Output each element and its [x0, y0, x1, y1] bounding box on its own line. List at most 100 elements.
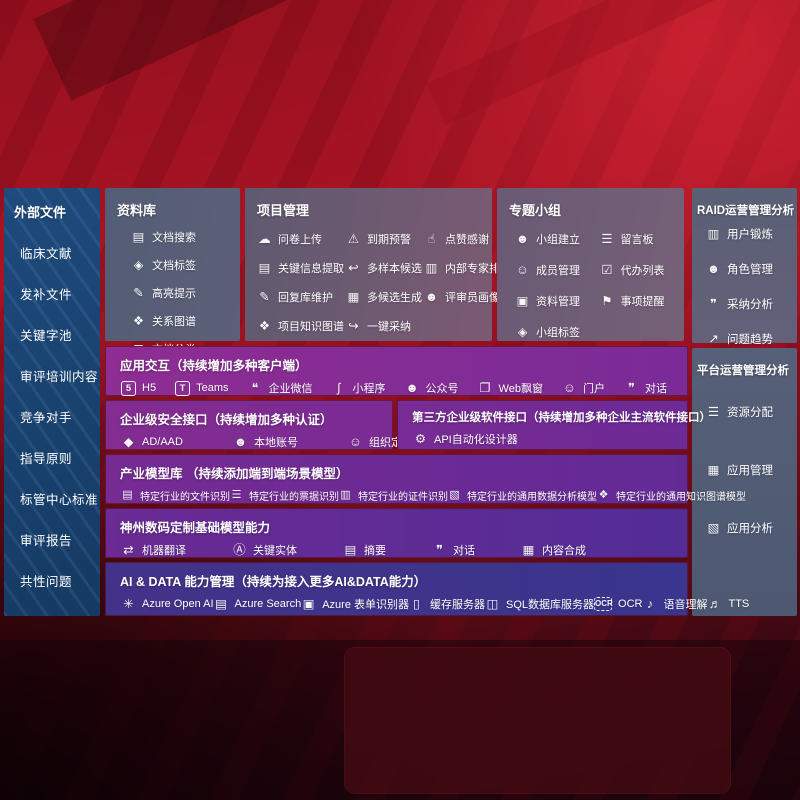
api-designer-icon: ⚙	[414, 431, 427, 446]
feature-item: ◈ 文档标签	[131, 257, 232, 273]
feature-item: ⚙ API自动化设计器	[413, 431, 518, 447]
feature-label: 回复库维护	[278, 292, 333, 304]
feature-label: 事项提醒	[620, 296, 665, 308]
feature-label: 门户	[582, 383, 605, 395]
feature-label: 多候选生成	[367, 292, 422, 304]
reminder-icon: ⚑	[601, 293, 613, 308]
base-model-row: 神州数码定制基础模型能力 ⇄ 机器翻译 Ⓐ 关键实体 ▤ 摘要 ❞ 对话 ▦ 内容合成	[105, 508, 688, 558]
key-info-extract-icon: ▤	[258, 260, 271, 275]
material-manage-icon: ▣	[516, 293, 529, 308]
feature-item: ❖ 项目知识图谱	[257, 318, 344, 334]
feature-label: 应用分析	[727, 523, 773, 535]
feature-item: ☰ 留言板	[599, 231, 678, 247]
feature-item: Ⓐ 关键实体	[232, 542, 297, 558]
feature-item: ☻ 评审员画像	[424, 289, 511, 305]
ai-data-list: ✳ Azure Open AI ▤ Azure Search ▣ Azure 表单识别器 ▯…	[106, 593, 749, 612]
member-manage-icon: ☺	[516, 262, 529, 277]
feature-label: 资源分配	[727, 407, 773, 419]
feature-item: ❞ 对话	[432, 542, 475, 558]
feature-label: Azure Open AI	[142, 598, 214, 610]
industry-list: ▤ 特定行业的文件识别 ☰ 特定行业的票据识别 ▥ 特定行业的证件识别 ▧ 特定行业的通用数据…	[106, 485, 746, 504]
web-popup-icon: ❐	[479, 380, 491, 395]
doc-tag-icon: ◈	[133, 257, 144, 272]
feature-item: ▤ 特定行业的文件识别	[121, 488, 230, 504]
feature-item: ▤ Azure Search	[214, 598, 301, 611]
project-graph-icon: ❖	[258, 318, 271, 333]
security-title: 企业级安全接口（持续增加多种认证）	[120, 413, 333, 427]
thumbs-up-icon: ☝	[427, 231, 436, 246]
todo-list-icon: ☑	[601, 262, 613, 277]
feature-label: 特定行业的票据识别	[249, 492, 339, 503]
feature-item: ▦ 应用管理	[706, 462, 793, 478]
knowledge-graph-model-icon: ❖	[598, 489, 609, 501]
sidebar-item: 关键字池	[20, 329, 73, 343]
feature-item: ☺ 成员管理	[515, 262, 597, 278]
feature-label: 点赞感谢	[445, 234, 489, 246]
topic-group-panel: 专题小组 ☻ 小组建立 ☰ 留言板 ☺ 成员管理 ☑ 代办列表 ▣ 资料管理 ⚑ 事项提醒 ◈ 小组标签	[497, 188, 684, 341]
feature-label: API自动化设计器	[434, 434, 518, 446]
feature-label: 用户锻炼	[727, 229, 773, 241]
feature-item: ◆ AD/AAD	[121, 436, 183, 449]
group-list: ☻ 小组建立 ☰ 留言板 ☺ 成员管理 ☑ 代办列表 ▣ 资料管理 ⚑ 事项提醒 ◈ 小组标签	[497, 225, 684, 340]
feature-label: 资料管理	[536, 296, 580, 308]
user-card-icon: ▥	[707, 226, 720, 241]
feature-label: 到期预警	[367, 234, 411, 246]
feature-label: 代办列表	[620, 265, 665, 277]
feature-item: ⚠ 到期预警	[346, 231, 422, 247]
project-management-panel: 项目管理 ☁ 问卷上传 ⚠ 到期预警 ☝ 点赞感谢 ▤ 关键信息提取 ↩ 多样本候选 ▥ 内部专家排名…	[245, 188, 511, 341]
feature-label: 问题趋势	[727, 334, 773, 346]
feature-item: ❞ 对话	[624, 380, 667, 396]
feature-item: ▧ 应用分析	[706, 520, 793, 536]
feature-item: ☰ 特定行业的票据识别	[230, 488, 339, 504]
industry-model-row: 产业模型库 （持续添加端到端场景模型） ▤ 特定行业的文件识别 ☰ 特定行业的票据识别…	[105, 454, 746, 504]
sidebar-item: 指导原则	[20, 452, 73, 466]
feature-label: OCR	[618, 598, 643, 610]
feature-label: SQL数据库服务器	[506, 599, 595, 611]
receipt-recognize-icon: ☰	[231, 489, 242, 501]
feature-label: 本地账号	[253, 437, 298, 449]
wechat-work-icon: ❝	[251, 380, 259, 395]
feature-item: ▤ 关键信息提取	[257, 260, 344, 276]
feature-label: 对话	[453, 545, 475, 557]
feature-label: 项目知识图谱	[278, 321, 344, 333]
feature-item: ☁ 问卷上传	[257, 231, 344, 247]
local-account-icon: ☻	[233, 434, 248, 449]
feature-item: OCR OCR	[594, 597, 642, 611]
feature-label: 采纳分析	[727, 299, 773, 311]
feature-item: ♬ TTS	[707, 598, 750, 611]
due-alert-icon: ⚠	[347, 231, 360, 246]
app-analysis-icon: ▧	[707, 520, 720, 535]
feature-label: 内部专家排名	[445, 263, 511, 275]
portal-icon: ☺	[563, 380, 576, 395]
feature-item: ☻ 公众号	[405, 380, 458, 396]
highlight-icon: ✎	[133, 285, 144, 300]
feature-item: ↪ 一键采纳	[346, 318, 422, 334]
library-panel: 资料库 ▤文档搜索◈文档标签✎高亮提示❖关系图谱⊞文档分类	[105, 188, 240, 356]
library-list: ▤文档搜索◈文档标签✎高亮提示❖关系图谱⊞文档分类	[105, 225, 240, 357]
relation-graph-icon: ❖	[132, 313, 145, 328]
feature-item: ♪ 语音理解	[642, 596, 708, 612]
summary-icon: ▤	[344, 542, 357, 557]
openai-icon: ✳	[123, 596, 134, 611]
feature-item: ∫ 小程序	[332, 380, 386, 396]
feature-item: ▣ 资料管理	[515, 293, 597, 309]
feature-item: ⇄ 机器翻译	[121, 542, 186, 558]
feature-item: ✎ 高亮提示	[131, 285, 232, 301]
thirdparty-title: 第三方企业级软件接口（持续增加多种企业主流软件接口）	[412, 412, 711, 424]
h5-icon: 5	[121, 380, 136, 396]
mini-program-icon: ∫	[337, 380, 341, 395]
feature-item: 5 H5	[121, 380, 156, 396]
machine-translate-icon: ⇄	[123, 542, 134, 557]
feature-item: ☻ 小组建立	[515, 231, 597, 247]
sidebar-item: 临床文献	[20, 247, 73, 261]
feature-item: ☝ 点赞感谢	[424, 231, 511, 247]
feature-label: 小程序	[352, 383, 386, 395]
resource-allocate-icon: ☰	[707, 404, 720, 419]
feature-label: 小组建立	[536, 234, 580, 246]
platform-title: 平台运营管理分析	[697, 365, 789, 377]
org-define-icon: ☺	[349, 434, 362, 449]
feature-label: 文档标签	[152, 260, 196, 272]
speech-icon: ♪	[646, 596, 654, 611]
feature-item: ☰ 资源分配	[706, 404, 793, 420]
background-dark-shape	[345, 648, 730, 793]
